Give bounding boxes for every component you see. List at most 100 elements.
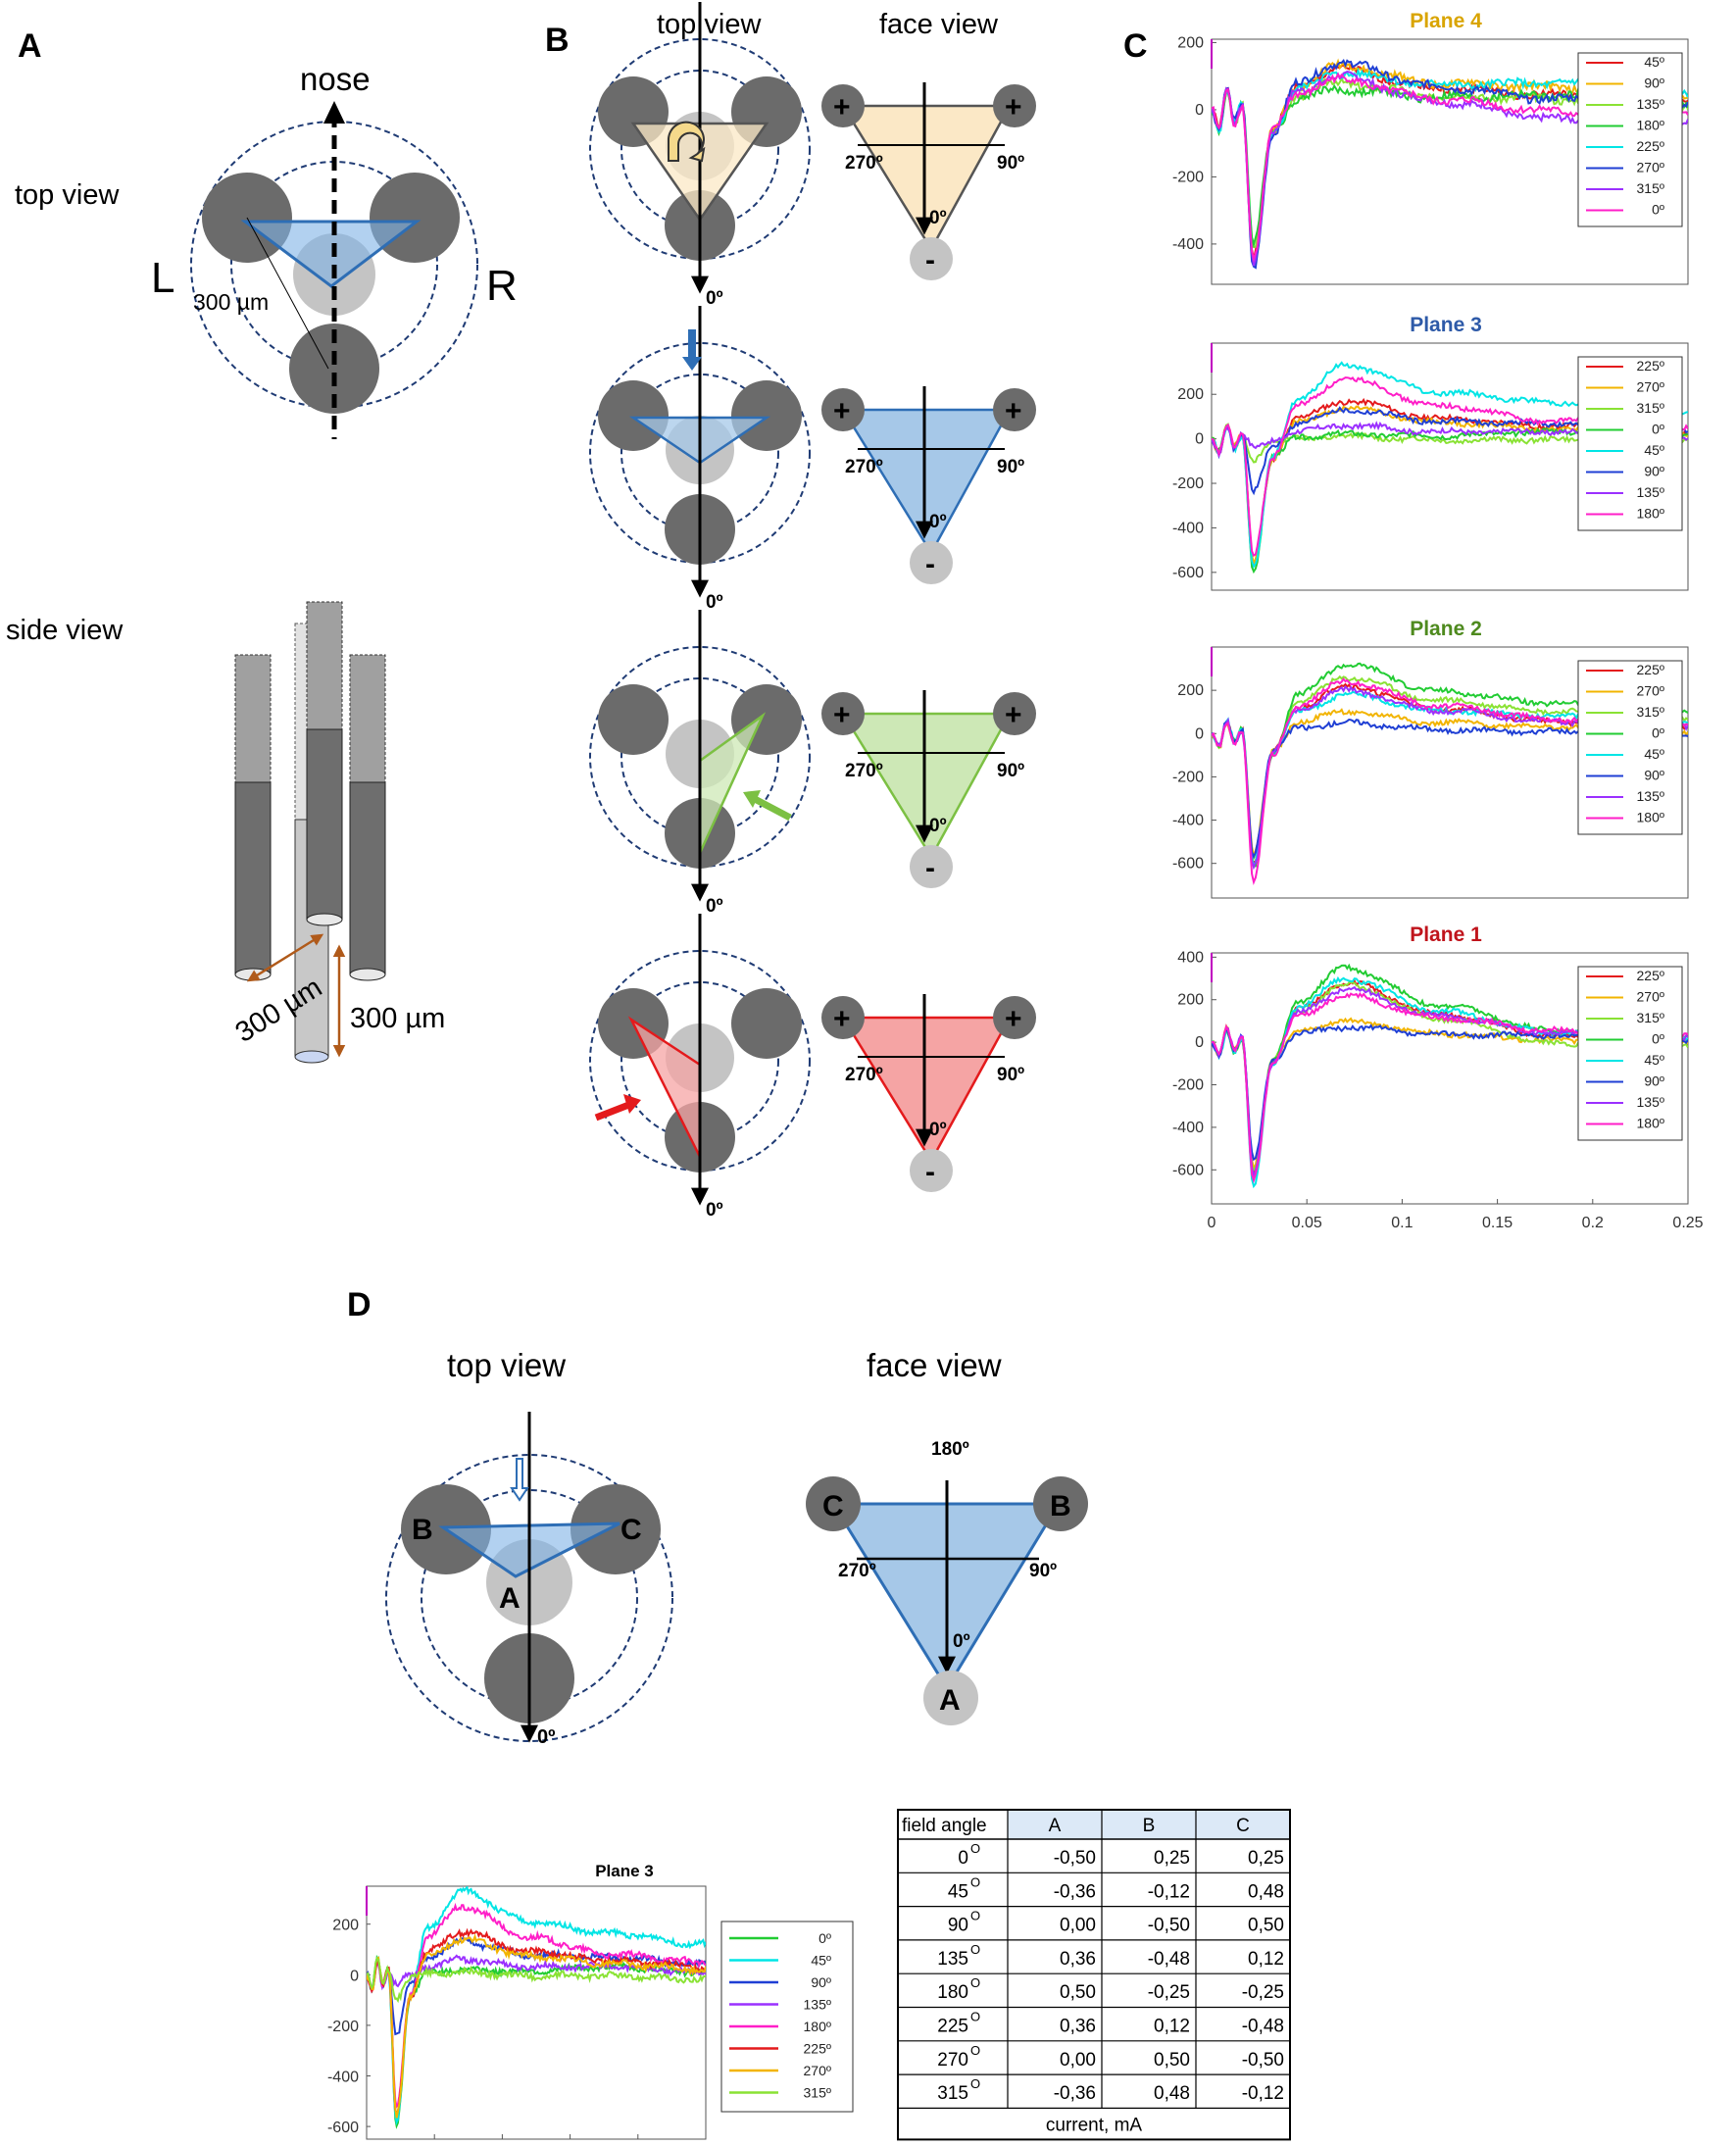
d-table-angle: 270	[937, 2050, 968, 2071]
d-face-180-label: 180º	[931, 1439, 969, 1460]
b-row-4: 0º + + - 270º 90º 0º	[589, 914, 1036, 1221]
b-green-arrow-icon	[751, 794, 792, 822]
back-cylinder-tip	[294, 1050, 329, 1064]
b-row-3: 0º + + - 270º 90º 0º	[589, 610, 1036, 917]
c-legend-label: 180º	[1637, 810, 1664, 825]
c-y-tick-label: -200	[1172, 475, 1204, 492]
b-face-plus-electrode-right	[993, 388, 1036, 431]
b-face-90-label: 90º	[997, 761, 1024, 781]
d-table-value: 0,50	[1154, 2050, 1190, 2071]
b-face-plus-left: +	[833, 395, 851, 427]
b-electrode-right	[731, 380, 802, 451]
b-face-270-label: 270º	[845, 1065, 883, 1085]
b-top-0-label: 0º	[706, 592, 723, 613]
b-face-triangle	[840, 408, 1013, 556]
c-x-tick-label: 0	[1208, 1215, 1216, 1231]
c-legend-label: 45º	[1644, 746, 1664, 762]
d-y-tick-label: 200	[332, 1918, 359, 1934]
d-table-row: 225 O 0,36 0,12 -0,48	[937, 2010, 1284, 2037]
d-table-degree-mark: O	[970, 1841, 980, 1856]
c-legend-box	[1577, 660, 1683, 835]
d-legend-box	[720, 1921, 854, 2113]
b-top-0-label: 0º	[706, 896, 723, 917]
c-legend-label: 135º	[1637, 788, 1664, 804]
b-electrode-left	[598, 684, 669, 755]
d-trace-225º	[367, 1927, 706, 2115]
d-table-header-cell: B	[1143, 1816, 1156, 1836]
c-plot-1: Plane 4 200 0 -200 -400 45º 90º 135º 180º 225º 270…	[1172, 10, 1689, 285]
d-table-value: 0,50	[1248, 1916, 1284, 1936]
c-y-tick-label: 0	[1195, 431, 1204, 448]
c-legend-box	[1577, 356, 1683, 531]
b-face-view: + + - 270º 90º 0º	[821, 82, 1036, 280]
d-legend-label: 270º	[804, 2063, 831, 2078]
d-plot-title: Plane 3	[595, 1862, 654, 1880]
c-legend-label: 0º	[1652, 202, 1664, 218]
d-face-electrode-a	[923, 1671, 978, 1725]
b-face-minus-electrode	[910, 541, 953, 584]
b-face-plus-electrode-right	[993, 996, 1036, 1039]
d-legend-label: 135º	[804, 1997, 831, 2013]
d-table-frame	[897, 1809, 1291, 2141]
d-legend-label: 225º	[804, 2041, 831, 2057]
b-green-arrowhead	[743, 790, 761, 808]
c-legend-label: 270º	[1637, 379, 1664, 395]
d-table-row: 90 O 0,00 -0,50 0,50	[948, 1909, 1284, 1936]
d-table-degree-mark: O	[970, 1975, 980, 1990]
d-table-row: 135 O 0,36 -0,48 0,12	[937, 1942, 1284, 1970]
d-table-row: 0 O -0,50 0,25 0,25	[958, 1841, 1284, 1869]
d-face-90-label: 90º	[1029, 1561, 1057, 1581]
d-face-label-c: C	[822, 1490, 844, 1522]
b-face-plus-electrode-right	[993, 692, 1036, 735]
d-trace-270º	[367, 1933, 706, 2119]
c-y-tick-label: -400	[1172, 520, 1204, 536]
b-face-plus-left: +	[833, 1003, 851, 1035]
b-face-view: + + - 270º 90º 0º	[821, 690, 1036, 888]
b-row-1: 0º + + - 270º 90º 0º	[589, 2, 1036, 309]
c-legend-label: 225º	[1637, 968, 1664, 983]
d-table-angle: 180	[937, 1982, 968, 2003]
b-face-90-label: 90º	[997, 457, 1024, 477]
b-face-plus-electrode-left	[821, 388, 865, 431]
right-cylinder	[349, 781, 386, 975]
b-face-minus: -	[925, 852, 935, 884]
b-face-view-label: face view	[879, 9, 999, 40]
electrode-bottom	[289, 324, 379, 414]
c-x-tick-label: 0.05	[1292, 1215, 1322, 1231]
c-plot-3: Plane 2 200 0 -200 -400 -600 225º 270º 315º 0º 45º…	[1172, 618, 1689, 899]
d-table-value: -0,50	[1054, 1848, 1096, 1869]
b-face-triangle	[840, 712, 1013, 860]
d-y-tick-label: -400	[327, 2070, 359, 2086]
left-cylinder	[234, 781, 272, 975]
d-table-value: -0,25	[1242, 1982, 1284, 2003]
left-label: L	[151, 254, 174, 302]
d-legend-label: 0º	[818, 1930, 831, 1946]
d-face-electrode-c	[806, 1476, 861, 1531]
d-table-value: 0,00	[1060, 2050, 1096, 2071]
d-y-tick-label: 0	[350, 1968, 359, 1984]
d-table-degree-mark: O	[970, 2010, 980, 2024]
c-y-tick-label: 200	[1177, 992, 1204, 1009]
c-legend-label: 315º	[1637, 1010, 1664, 1025]
b-face-plus-right: +	[1005, 699, 1022, 731]
side-view-label: side view	[6, 615, 124, 646]
panel-a: A nose top view L R 300 µm side view	[6, 27, 518, 1064]
b-face-0-label: 0º	[929, 512, 947, 532]
d-table-value: 0,36	[1060, 2017, 1096, 2037]
b-face-plus-right: +	[1005, 91, 1022, 124]
d-table-value: -0,48	[1148, 1949, 1190, 1970]
d-legend-label: 90º	[811, 1974, 831, 1990]
d-table-degree-mark: O	[970, 2043, 980, 2058]
radius-line	[246, 217, 329, 370]
c-legend-label: 0º	[1652, 1031, 1664, 1047]
d-top-label-c: C	[620, 1514, 642, 1546]
d-y-tick-label: -600	[327, 2120, 359, 2136]
d-table-value: -0,50	[1242, 2050, 1284, 2071]
d-table-degree-mark: O	[970, 1874, 980, 1889]
d-face-view-label: face view	[867, 1347, 1002, 1383]
d-electrode-c	[570, 1484, 661, 1574]
b-face-triangle	[840, 104, 1013, 252]
c-legend-label: 90º	[1644, 464, 1664, 479]
c-legend-label: 270º	[1637, 683, 1664, 699]
c-x-tick-label: 0.1	[1391, 1215, 1413, 1231]
